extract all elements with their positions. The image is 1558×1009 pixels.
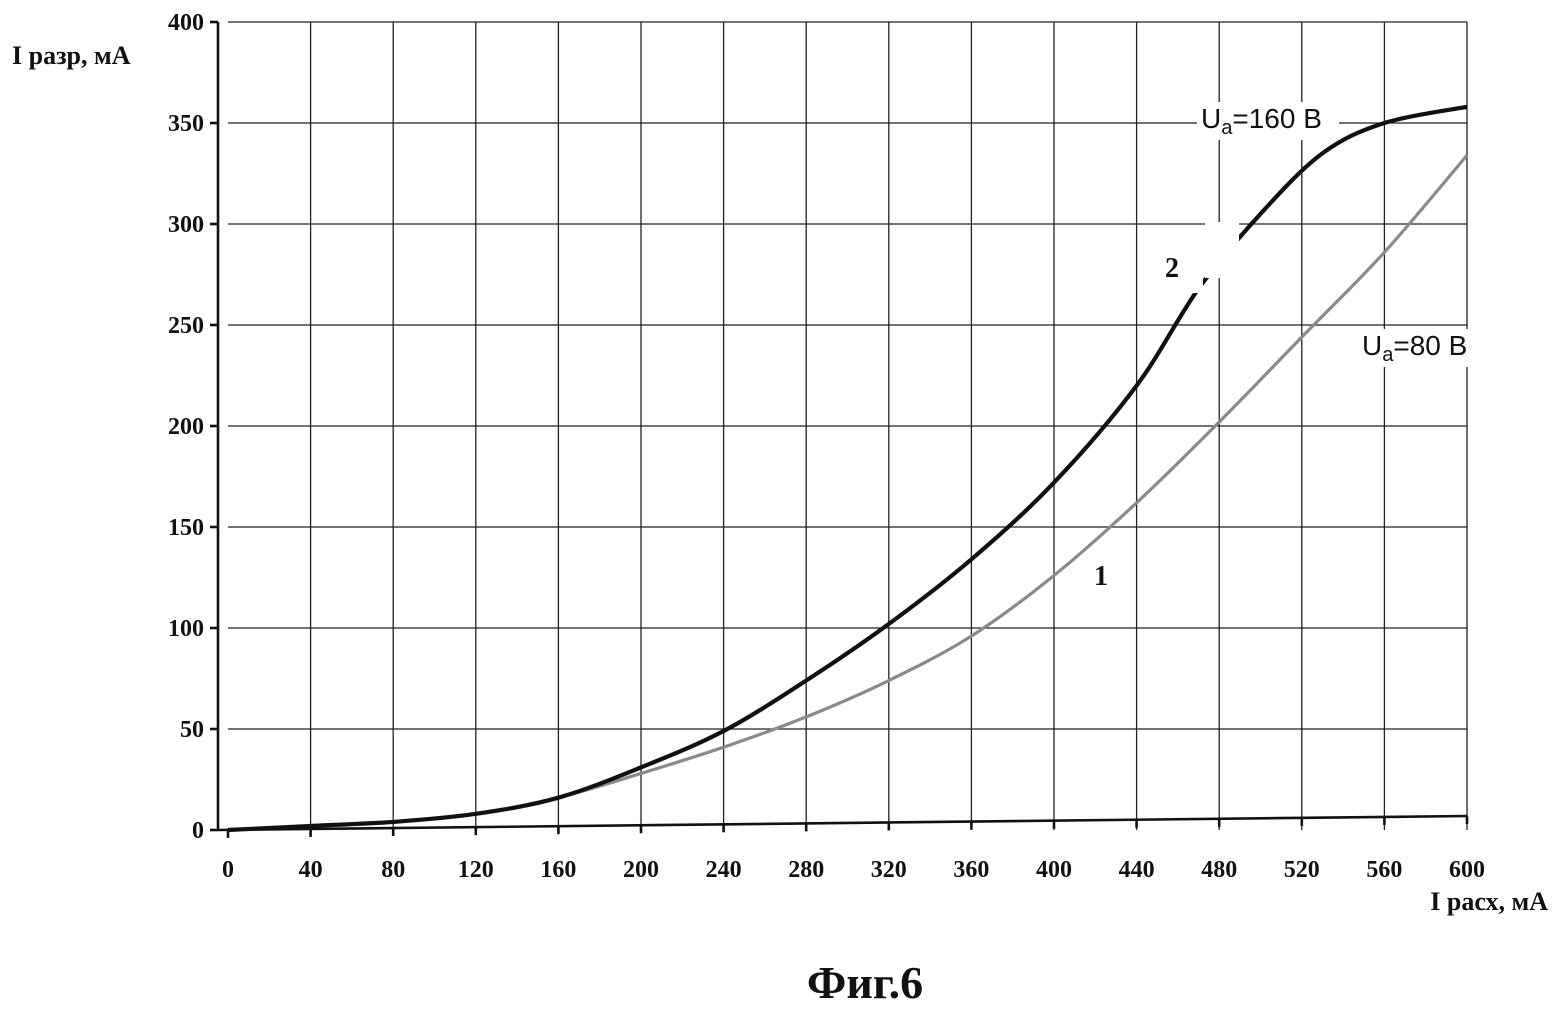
y-tick-label: 100 bbox=[168, 616, 204, 642]
series-annotation: Ua=160 В bbox=[1201, 103, 1322, 139]
x-tick-label: 0 bbox=[222, 857, 234, 883]
x-tick-label: 200 bbox=[623, 857, 659, 883]
x-tick-label: 520 bbox=[1284, 857, 1320, 883]
x-tick-label: 240 bbox=[706, 857, 742, 883]
series-annotation: Ua=80 В bbox=[1362, 330, 1467, 366]
y-tick-label: 400 bbox=[168, 10, 204, 36]
y-tick-labels: 0 50 100 150 200 250 300 350 400 bbox=[168, 10, 204, 844]
x-tick-label: 160 bbox=[540, 857, 576, 883]
x-tick-label: 280 bbox=[788, 857, 824, 883]
y-axis-label: I разр, мА bbox=[12, 41, 131, 70]
curve-labels: 1 Ua=80 В 2 Ua=160 В bbox=[1088, 102, 1476, 601]
figure-caption: Фиг.6 bbox=[807, 957, 923, 1008]
axes bbox=[210, 22, 1467, 838]
x-tick-label: 40 bbox=[299, 857, 323, 883]
x-tick-label: 400 bbox=[1036, 857, 1072, 883]
x-tick-label: 80 bbox=[381, 857, 405, 883]
y-tick-label: 0 bbox=[192, 818, 204, 844]
y-tick-label: 150 bbox=[168, 515, 204, 541]
x-tick-label: 440 bbox=[1119, 857, 1155, 883]
x-tick-label: 360 bbox=[953, 857, 989, 883]
x-tick-label: 120 bbox=[458, 857, 494, 883]
x-tick-label: 560 bbox=[1366, 857, 1402, 883]
series-number-label: 2 bbox=[1165, 253, 1179, 284]
y-tick-label: 200 bbox=[168, 414, 204, 440]
y-tick-label: 300 bbox=[168, 212, 204, 238]
series-line-2 bbox=[228, 107, 1467, 830]
curves bbox=[228, 107, 1467, 830]
x-tick-labels: 0 40 80 120 160 200 240 280 320 360 400 440 480 520 56… bbox=[222, 857, 1485, 883]
y-tick-label: 50 bbox=[180, 717, 204, 743]
x-tick-label: 320 bbox=[871, 857, 907, 883]
curve-gap-mask bbox=[1205, 222, 1239, 278]
grid bbox=[228, 22, 1467, 830]
y-tick-label: 250 bbox=[168, 313, 204, 339]
series-number-label: 1 bbox=[1094, 561, 1108, 592]
x-tick-label: 600 bbox=[1449, 857, 1485, 883]
y-tick-label: 350 bbox=[168, 111, 204, 137]
x-tick-label: 480 bbox=[1201, 857, 1237, 883]
x-axis-label: I расх, мА bbox=[1430, 887, 1548, 916]
